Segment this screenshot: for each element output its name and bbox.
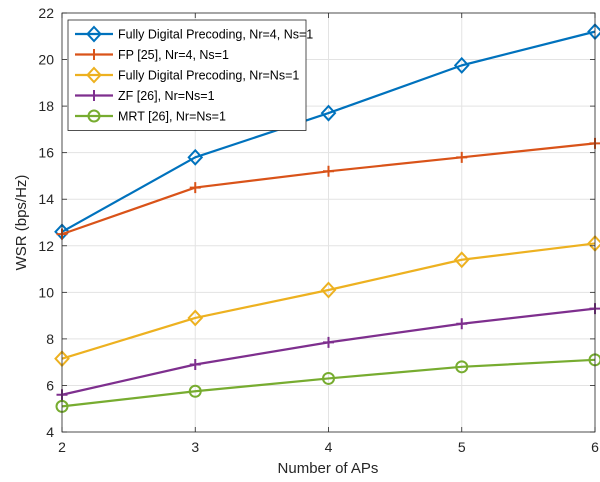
y-tick-label: 8 [46,331,54,347]
legend-swatch-marker [88,90,100,101]
x-tick-label: 2 [58,439,66,455]
data-point [188,384,202,398]
data-point [456,151,468,163]
data-point [187,309,204,327]
series-layer [54,23,600,413]
legend-label: ZF [26], Nr=Ns=1 [118,89,215,103]
legend-label: Fully Digital Precoding, Nr=Ns=1 [118,69,299,83]
data-point [455,360,469,374]
y-tick-label: 12 [38,238,54,254]
x-axis-label: Number of APs [278,460,379,477]
data-point [320,104,337,122]
data-point [189,358,201,370]
legend-swatch-marker [86,66,102,84]
x-tick-label: 5 [458,439,466,455]
data-point [323,336,334,348]
x-tick-label: 6 [591,439,599,455]
legend-entry: Fully Digital Precoding, Nr=Ns=1 [75,66,299,84]
legend-swatch-marker [87,109,101,123]
series-line [61,242,596,360]
axis-ticks: 2 3 4 5 6 4 6 8 10 12 14 16 18 20 22 [38,5,599,455]
data-point [453,56,470,74]
data-point [323,165,334,177]
y-axis-label: WSR (bps/Hz) [13,175,30,271]
legend-swatch-marker [86,25,102,43]
y-tick-label: 18 [38,98,54,114]
y-tick-label: 6 [46,377,54,393]
data-point [320,281,337,299]
legend-label: MRT [26], Nr=Ns=1 [118,110,226,124]
legend-swatch-marker [88,49,100,60]
legend-entry: ZF [26], Nr=Ns=1 [75,89,215,103]
data-point [456,318,468,330]
legend: Fully Digital Precoding, Nr=4, Ns=1 FP [2… [67,19,313,131]
legend-label: Fully Digital Precoding, Nr=4, Ns=1 [118,28,313,42]
series-line [61,358,596,408]
y-tick-label: 10 [38,284,54,300]
x-tick-label: 3 [191,439,199,455]
legend-entry: Fully Digital Precoding, Nr=4, Ns=1 [75,25,313,43]
y-tick-label: 16 [38,145,54,161]
y-tick-label: 4 [46,424,54,440]
y-tick-label: 20 [38,52,54,68]
y-tick-label: 14 [38,191,54,207]
data-point [187,148,204,166]
legend-entry: MRT [26], Nr=Ns=1 [75,109,226,124]
y-tick-label: 22 [38,5,54,21]
x-tick-label: 4 [325,439,333,455]
series-1 [54,23,600,241]
series-line [61,30,596,233]
legend-entry: FP [25], Nr=4, Ns=1 [75,48,229,62]
data-point [322,371,335,385]
data-point [189,182,201,194]
legend-label: FP [25], Nr=4, Ns=1 [118,48,229,62]
data-point [453,251,470,269]
